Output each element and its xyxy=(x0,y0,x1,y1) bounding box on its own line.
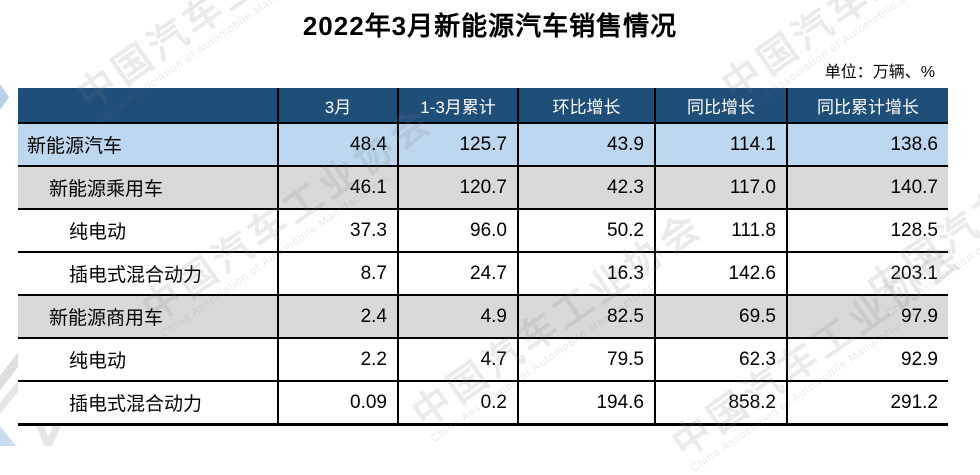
value-cell: 120.7 xyxy=(397,166,518,210)
value-cell: 37.3 xyxy=(277,209,398,253)
value-cell: 4.7 xyxy=(397,338,518,382)
row-label-cell: 纯电动 xyxy=(18,338,278,382)
value-cell: 50.2 xyxy=(517,209,655,253)
column-header-yoy-cum-growth: 同比累计增长 xyxy=(786,88,948,124)
column-header-mom-growth: 环比增长 xyxy=(517,88,655,124)
value-cell: 0.09 xyxy=(277,381,398,426)
value-cell: 42.3 xyxy=(517,166,655,210)
value-cell: 117.0 xyxy=(654,166,787,210)
row-label-cell: 新能源汽车 xyxy=(18,123,278,167)
value-cell: 138.6 xyxy=(786,123,948,167)
value-cell: 46.1 xyxy=(277,166,398,210)
table-row-passenger-phev: 插电式混合动力 8.7 24.7 16.3 142.6 203.1 xyxy=(18,252,948,296)
value-cell: 2.4 xyxy=(277,295,398,339)
row-label-cell: 新能源乘用车 xyxy=(18,166,278,210)
value-cell: 128.5 xyxy=(786,209,948,253)
value-cell: 4.9 xyxy=(397,295,518,339)
table-row-passenger-nev: 新能源乘用车 46.1 120.7 42.3 117.0 140.7 xyxy=(18,166,948,210)
page-title: 2022年3月新能源汽车销售情况 xyxy=(302,11,678,41)
value-cell: 96.0 xyxy=(397,209,518,253)
value-cell: 43.9 xyxy=(517,123,655,167)
value-cell: 111.8 xyxy=(654,209,787,253)
value-cell: 142.6 xyxy=(654,252,787,296)
value-cell: 194.6 xyxy=(517,381,655,426)
value-cell: 125.7 xyxy=(397,123,518,167)
value-cell: 858.2 xyxy=(654,381,787,426)
nev-sales-table: 3月 1-3月累计 环比增长 同比增长 同比累计增长 新能源汽车 48.4 12… xyxy=(18,88,948,426)
value-cell: 62.3 xyxy=(654,338,787,382)
row-label-cell: 插电式混合动力 xyxy=(18,381,278,426)
value-cell: 82.5 xyxy=(517,295,655,339)
value-cell: 8.7 xyxy=(277,252,398,296)
value-cell: 97.9 xyxy=(786,295,948,339)
table-row-nev-total: 新能源汽车 48.4 125.7 43.9 114.1 138.6 xyxy=(18,123,948,167)
table-row-passenger-bev: 纯电动 37.3 96.0 50.2 111.8 128.5 xyxy=(18,209,948,253)
row-label-cell: 纯电动 xyxy=(18,209,278,253)
column-header-category xyxy=(18,88,278,124)
value-cell: 24.7 xyxy=(397,252,518,296)
table-row-commercial-bev: 纯电动 2.2 4.7 79.5 62.3 92.9 xyxy=(18,338,948,382)
row-label-cell: 新能源商用车 xyxy=(18,295,278,339)
blue-wedge-decoration xyxy=(0,426,16,446)
row-label-cell: 插电式混合动力 xyxy=(18,252,278,296)
value-cell: 79.5 xyxy=(517,338,655,382)
value-cell: 16.3 xyxy=(517,252,655,296)
value-cell: 92.9 xyxy=(786,338,948,382)
value-cell: 0.2 xyxy=(397,381,518,426)
unit-label: 单位：万辆、% xyxy=(824,64,935,81)
column-header-yoy-growth: 同比增长 xyxy=(654,88,787,124)
column-header-ytd: 1-3月累计 xyxy=(397,88,518,124)
value-cell: 2.2 xyxy=(277,338,398,382)
blue-wedge-decoration xyxy=(0,84,9,110)
value-cell: 69.5 xyxy=(654,295,787,339)
column-header-march: 3月 xyxy=(277,88,398,124)
value-cell: 48.4 xyxy=(277,123,398,167)
value-cell: 291.2 xyxy=(786,381,948,426)
value-cell: 114.1 xyxy=(654,123,787,167)
table-row-commercial-phev: 插电式混合动力 0.09 0.2 194.6 858.2 291.2 xyxy=(18,381,948,426)
header-row: 3月 1-3月累计 环比增长 同比增长 同比累计增长 xyxy=(18,88,948,124)
table-row-commercial-nev: 新能源商用车 2.4 4.9 82.5 69.5 97.9 xyxy=(18,295,948,339)
value-cell: 203.1 xyxy=(786,252,948,296)
value-cell: 140.7 xyxy=(786,166,948,210)
